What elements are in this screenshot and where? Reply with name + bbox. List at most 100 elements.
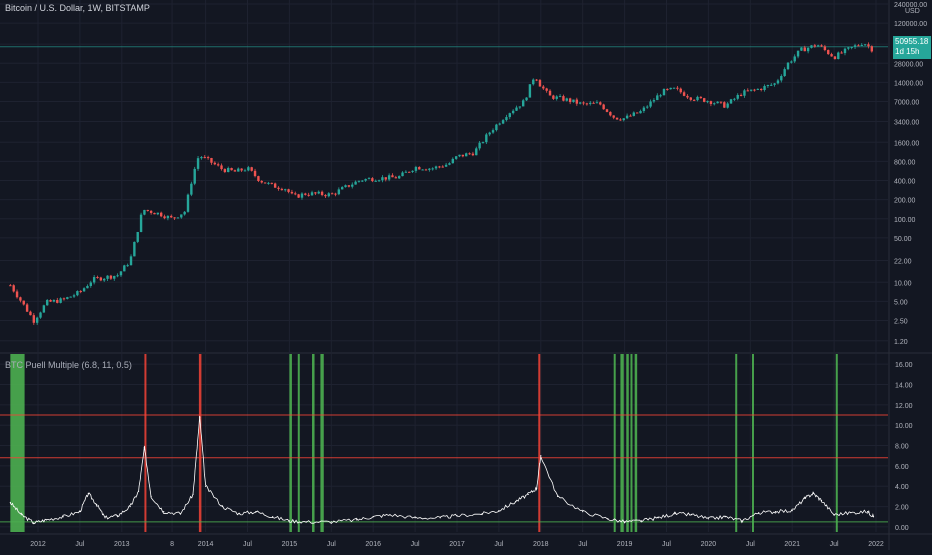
time-tick-label: Jul (411, 541, 420, 548)
time-tick-label: 2014 (198, 541, 214, 548)
price-tick-label: 800.00 (894, 159, 916, 166)
candle-body (163, 216, 166, 219)
puell-data-point (62, 516, 64, 518)
candle-body (15, 291, 19, 298)
candle-body (733, 98, 736, 100)
candle-body (340, 187, 344, 190)
candle-body (210, 158, 213, 163)
candle-body (867, 44, 870, 47)
puell-multiple-line (9, 415, 874, 525)
buy-zone-bar (289, 354, 292, 532)
candle-body (870, 46, 874, 52)
candle-body (538, 80, 542, 87)
puell-data-point (657, 517, 659, 519)
puell-data-point (45, 519, 47, 521)
candle-body (726, 103, 729, 108)
candle-body (62, 298, 66, 300)
puell-data-point (624, 521, 626, 523)
candle-body (505, 117, 508, 121)
candle-body (444, 164, 448, 167)
candle-body (686, 95, 689, 98)
candle-body (491, 130, 495, 133)
candle-body (759, 88, 763, 91)
indicator-tick-label: 16.00 (895, 362, 913, 369)
candle-body (582, 102, 585, 104)
price-tick-label: 240000.00 (894, 2, 927, 9)
indicator-zones (0, 354, 888, 532)
candle-body (485, 134, 488, 143)
candle-body (39, 312, 42, 318)
puell-data-point (820, 499, 823, 502)
candle-body (374, 180, 377, 182)
candle-body (220, 165, 223, 170)
candle-body (813, 45, 817, 47)
price-tick-label: 2.50 (894, 319, 908, 326)
candle-body (247, 167, 250, 171)
candle-body (418, 167, 421, 170)
puell-data-point (556, 495, 559, 497)
puell-data-point (137, 490, 140, 492)
puell-data-point (481, 513, 483, 515)
candle-body (827, 50, 830, 55)
candle-body (103, 278, 106, 281)
candle-body (766, 85, 770, 87)
candle-body (327, 193, 330, 197)
axis-layer: 240000.00120000.0056000.0028000.0014000.… (30, 2, 927, 548)
candle-body (488, 132, 491, 135)
candle-body (646, 106, 649, 108)
candle-body (267, 182, 270, 184)
candle-body (568, 98, 572, 103)
candle-body (703, 98, 706, 102)
candle-body (471, 153, 475, 156)
candle-body (99, 277, 103, 281)
candle-body (334, 193, 337, 195)
candle-body (511, 110, 515, 114)
candle-body (233, 170, 237, 172)
time-tick-label: 2013 (114, 541, 130, 548)
price-tick-label: 22.00 (894, 259, 912, 266)
candle-body (79, 291, 82, 293)
candle-body (558, 96, 562, 98)
candle-body (69, 296, 72, 298)
time-tick-label: 2022 (868, 541, 884, 548)
chart-title: Bitcoin / U.S. Dollar, 1W, BITSTAMP (5, 3, 150, 13)
buy-zone-bar (10, 354, 25, 532)
candle-body (652, 100, 656, 102)
candle-body (800, 47, 803, 51)
puell-data-point (456, 515, 458, 517)
candle-body (354, 181, 357, 185)
candle-body (749, 89, 753, 91)
candle-body (253, 170, 257, 177)
candle-body (317, 191, 320, 194)
candle-body (810, 45, 813, 48)
candle-body (639, 111, 642, 114)
puell-data-point (372, 516, 374, 518)
candle-body (481, 142, 485, 144)
puell-data-point (288, 520, 290, 522)
candle-body (669, 87, 672, 90)
sell-zone-bar (538, 354, 541, 532)
candle-body (793, 56, 796, 62)
candle-body (263, 182, 267, 184)
buy-zone-bar (620, 354, 624, 532)
buy-zone-bar (613, 354, 616, 532)
candle-body (347, 185, 351, 187)
indicator-series (9, 415, 875, 525)
candle-body (709, 101, 713, 104)
puell-data-point (540, 455, 542, 457)
candle-body (575, 99, 579, 104)
time-tick-label: Jul (327, 541, 336, 548)
candle-body (615, 117, 619, 120)
candle-body (32, 315, 36, 323)
candle-body (56, 299, 59, 303)
candle-body (237, 168, 240, 172)
buy-zone-bar (751, 354, 754, 532)
puell-data-point (833, 514, 835, 516)
candle-body (716, 101, 719, 104)
time-tick-label: 2018 (533, 541, 549, 548)
puell-data-point (96, 503, 98, 506)
candle-body (116, 275, 119, 277)
candle-body (525, 97, 528, 101)
